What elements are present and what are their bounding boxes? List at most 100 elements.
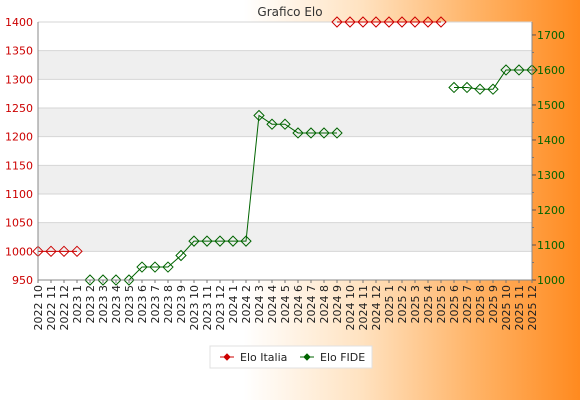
data-point: [292, 127, 304, 139]
x-tick-label: 2025 9: [487, 285, 500, 324]
legend-swatch-marker: [223, 353, 231, 361]
x-tick-label: 2023 6: [136, 285, 149, 324]
x-tick-label: 2024 4: [266, 285, 279, 324]
left-tick-label: 1400: [5, 16, 33, 29]
x-tick-label: 2023 11: [201, 285, 214, 331]
data-point: [97, 274, 109, 286]
x-tick-label: 2023 12: [214, 285, 227, 331]
x-tick-label: 2025 11: [513, 285, 526, 331]
left-tick-label: 1350: [5, 45, 33, 58]
left-tick-label: 950: [12, 274, 33, 287]
x-tick-label: 2023 2: [84, 285, 97, 324]
x-tick-label: 2024 7: [305, 285, 318, 324]
legend-label: Elo Italia: [240, 351, 287, 364]
x-tick-label: 2023 10: [188, 285, 201, 331]
x-tick-label: 2022 12: [58, 285, 71, 331]
x-tick-label: 2025 5: [435, 285, 448, 324]
x-tick-label: 2024 3: [253, 285, 266, 324]
left-tick-label: 1250: [5, 102, 33, 115]
data-point: [474, 83, 486, 95]
left-tick-label: 1000: [5, 245, 33, 258]
data-point: [149, 261, 161, 273]
data-point: [279, 118, 291, 130]
data-point: [500, 64, 512, 76]
x-tick-label: 2025 8: [474, 285, 487, 324]
x-tick-label: 2024 6: [292, 285, 305, 324]
data-point: [448, 81, 460, 94]
left-tick-label: 1150: [5, 159, 33, 172]
x-tick-label: 2023 4: [110, 285, 123, 324]
data-point: [396, 16, 408, 28]
data-point: [344, 16, 356, 28]
x-tick-label: 2023 8: [162, 285, 175, 324]
x-tick-label: 2024 2: [240, 285, 253, 324]
legend-label: Elo FIDE: [320, 351, 365, 364]
x-tick-label: 2024 5: [279, 285, 292, 324]
left-tick-label: 1100: [5, 188, 33, 201]
data-point: [383, 16, 395, 28]
data-point: [409, 16, 421, 28]
x-tick-label: 2024 1: [227, 285, 240, 324]
data-point: [227, 235, 239, 247]
x-tick-label: 2024 8: [318, 285, 331, 324]
legend: Elo Italia Elo FIDE: [209, 345, 373, 369]
x-tick-label: 2024 9: [331, 285, 344, 324]
x-tick-label: 2024 12: [370, 285, 383, 331]
data-point: [318, 127, 330, 139]
data-point: [461, 81, 473, 94]
x-tick-label: 2025 2: [396, 285, 409, 324]
data-point: [136, 261, 148, 273]
right-tick-label: 1300: [537, 169, 565, 182]
data-point: [45, 245, 57, 258]
data-point: [422, 16, 434, 28]
x-tick-label: 2023 3: [97, 285, 110, 324]
data-point: [175, 249, 187, 262]
axes-layer: 950 1000 1050 1100 1150 1200 1250 1300 1350 1400 1…: [5, 16, 565, 331]
x-tick-label: 2025 6: [448, 285, 461, 324]
data-point: [162, 261, 174, 273]
data-point: [266, 118, 278, 130]
data-point: [214, 235, 226, 247]
x-tick-label: 2025 10: [500, 285, 513, 331]
right-tick-label: 1000: [537, 274, 565, 287]
series-layer: [32, 16, 538, 286]
data-point: [58, 245, 70, 258]
x-tick-label: 2023 1: [71, 285, 84, 324]
data-point: [201, 235, 213, 247]
right-tick-label: 1500: [537, 99, 565, 112]
data-point: [513, 64, 525, 76]
right-tick-label: 1600: [537, 64, 565, 77]
data-point: [331, 127, 343, 139]
left-tick-label: 1300: [5, 73, 33, 86]
data-point: [188, 235, 200, 247]
right-tick-label: 1200: [537, 204, 565, 217]
x-tick-label: 2025 4: [422, 285, 435, 324]
x-tick-label: 2025 3: [409, 285, 422, 324]
left-tick-label: 1200: [5, 131, 33, 144]
data-point: [240, 235, 252, 247]
data-point: [487, 83, 499, 95]
plot-band: [38, 50, 532, 80]
x-tick-label: 2022 11: [45, 285, 58, 331]
right-tick-label: 1400: [537, 134, 565, 147]
x-tick-label: 2024 10: [344, 285, 357, 331]
x-tick-label: 2022 10: [32, 285, 45, 331]
data-point: [331, 16, 343, 28]
x-tick-label: 2023 9: [175, 285, 188, 324]
data-point: [110, 274, 122, 286]
background-bands: [38, 22, 532, 280]
data-point: [71, 245, 83, 258]
legend-swatch-marker: [303, 353, 311, 361]
data-point: [253, 109, 265, 122]
x-tick-label: 2023 7: [149, 285, 162, 324]
right-tick-label: 1100: [537, 239, 565, 252]
left-tick-label: 1050: [5, 217, 33, 230]
x-tick-label: 2025 1: [383, 285, 396, 324]
data-point: [305, 127, 317, 139]
series-line-elo-fide: [454, 69, 532, 90]
legend-box: [209, 345, 373, 369]
data-point: [370, 16, 382, 28]
grid-lines: [38, 21, 532, 281]
chart-title: Grafico Elo: [257, 5, 322, 19]
